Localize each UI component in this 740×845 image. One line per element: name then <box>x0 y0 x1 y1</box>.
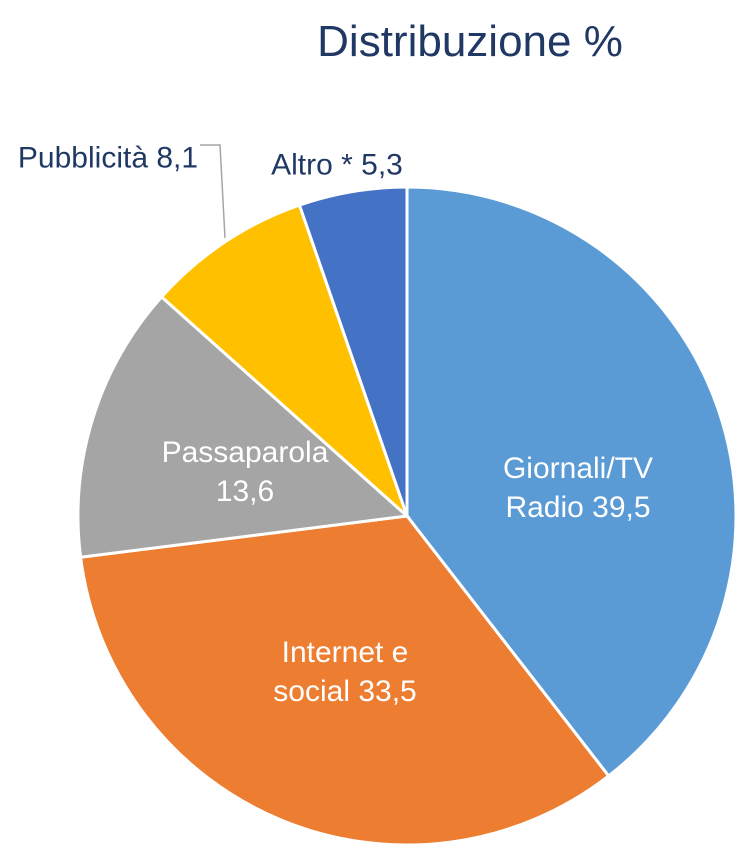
chart-title: Distribuzione % <box>317 17 623 66</box>
pie-slice <box>297 185 409 517</box>
slice-label: Passaparola 13,6 <box>145 433 345 511</box>
category-label: Internet e social <box>273 636 409 708</box>
pie-slice <box>405 185 738 779</box>
value-label: 33,5 <box>358 675 417 708</box>
category-label: Pubblicità <box>17 141 148 175</box>
value-label: 39,5 <box>592 491 651 524</box>
slice-label: Altro * 5,3 <box>207 146 467 185</box>
slice-label: Pubblicità 8,1 <box>16 139 201 178</box>
pie-slice <box>78 514 611 845</box>
slice-label: Internet e social 33,5 <box>243 633 448 711</box>
pie-slice <box>76 294 411 559</box>
slice-label: Giornali/TV Radio 39,5 <box>471 449 686 527</box>
category-label: Giornali/TV Radio <box>502 452 654 524</box>
category-label: Passaparola <box>161 436 329 469</box>
value-label: 8,1 <box>156 141 199 175</box>
value-label: 13,6 <box>215 475 275 508</box>
value-label: 5,3 <box>361 148 403 182</box>
pie-slice <box>159 203 411 521</box>
category-label: Altro * <box>271 148 353 182</box>
leader-line <box>200 144 226 239</box>
